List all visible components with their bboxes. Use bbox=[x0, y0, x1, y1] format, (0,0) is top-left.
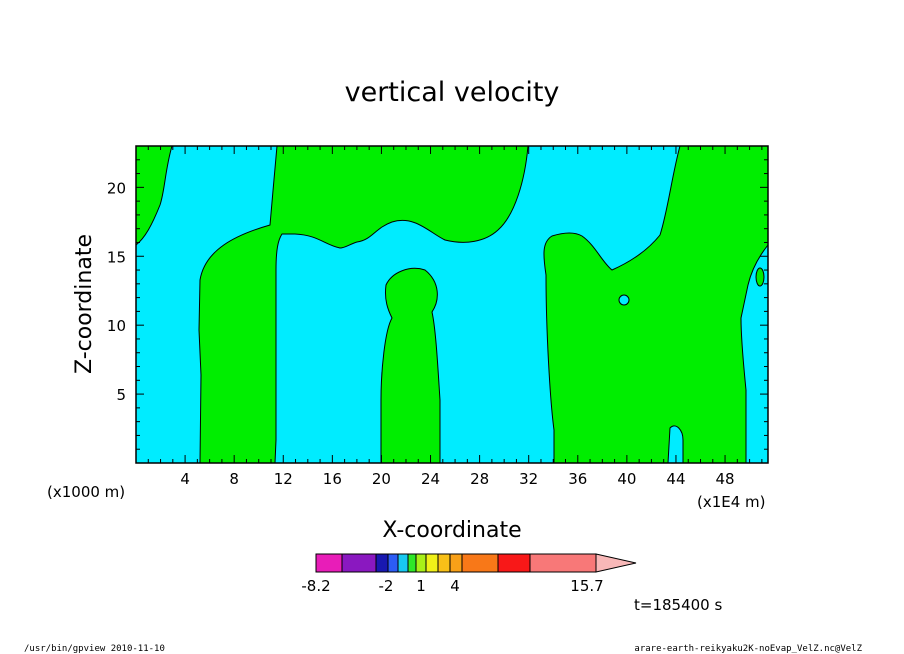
colorbar-labels: -8.2 -2 1 4 15.7 bbox=[301, 577, 603, 595]
x-tick-label: 36 bbox=[568, 470, 587, 488]
colorbar-segment bbox=[397, 553, 409, 573]
colorbar-label: 15.7 bbox=[570, 577, 603, 595]
colorbar-label: 4 bbox=[450, 577, 460, 595]
colorbar-segment bbox=[437, 553, 451, 573]
colorbar-segment bbox=[529, 553, 597, 573]
colorbar-segment bbox=[461, 553, 499, 573]
x-tick-label: 48 bbox=[716, 470, 735, 488]
x-tick-label: 16 bbox=[323, 470, 342, 488]
x-tick-label: 28 bbox=[470, 470, 489, 488]
y-tick-label: 20 bbox=[107, 179, 126, 197]
positive-velocity-regions bbox=[135, 145, 769, 464]
colorbar-segment bbox=[449, 553, 463, 573]
colorbar-segment bbox=[341, 553, 377, 573]
region-small-hole bbox=[618, 294, 630, 306]
colorbar-segment bbox=[425, 553, 439, 573]
colorbar-segment bbox=[407, 553, 417, 573]
x-tick-label: 20 bbox=[372, 470, 391, 488]
colorbar-segment bbox=[315, 553, 343, 573]
x-axis-label: X-coordinate bbox=[382, 518, 521, 543]
region-left-column bbox=[198, 145, 529, 464]
x-tick-label: 40 bbox=[617, 470, 636, 488]
y-tick-label: 15 bbox=[107, 248, 126, 266]
colorbar-label: -2 bbox=[379, 577, 394, 595]
colorbar-segment bbox=[415, 553, 427, 573]
colorbar-label: 1 bbox=[416, 577, 426, 595]
colorbar-label: -8.2 bbox=[301, 577, 330, 595]
colorbar-arrow bbox=[595, 553, 637, 573]
footer-right: arare-earth-reikyaku2K-noEvap_VelZ.nc@Ve… bbox=[634, 644, 862, 654]
colorbar-segment bbox=[375, 553, 389, 573]
chart-title: vertical velocity bbox=[345, 77, 560, 108]
x-tick-label: 12 bbox=[274, 470, 293, 488]
x-tick-label: 44 bbox=[666, 470, 685, 488]
x-tick-label: 32 bbox=[519, 470, 538, 488]
x-tick-label: 8 bbox=[229, 470, 239, 488]
x-tick-label: 4 bbox=[180, 470, 190, 488]
footer-left: /usr/bin/gpview 2010-11-10 bbox=[24, 644, 165, 654]
x-tick-label: 24 bbox=[421, 470, 440, 488]
y-axis-ticks: 5 10 15 20 bbox=[107, 159, 768, 450]
x-scale-left-label: (x1000 m) bbox=[47, 483, 125, 501]
plot-frame bbox=[135, 145, 769, 464]
y-tick-label: 10 bbox=[107, 317, 126, 335]
x-scale-right-label: (x1E4 m) bbox=[697, 493, 766, 511]
colorbar-segment bbox=[497, 553, 531, 573]
y-tick-label: 5 bbox=[116, 386, 126, 404]
colorbar bbox=[315, 553, 637, 573]
time-label: t=185400 s bbox=[634, 596, 722, 614]
x-axis-ticks: 4 8 12 16 20 24 28 32 36 40 44 48 bbox=[147, 146, 763, 488]
y-axis-label: Z-coordinate bbox=[72, 234, 97, 374]
region-right-mass bbox=[543, 145, 769, 464]
region-center-column bbox=[380, 267, 441, 464]
region-right-edge-patch bbox=[755, 267, 765, 287]
region-top-left-corner bbox=[135, 145, 173, 247]
colorbar-segment bbox=[387, 553, 399, 573]
